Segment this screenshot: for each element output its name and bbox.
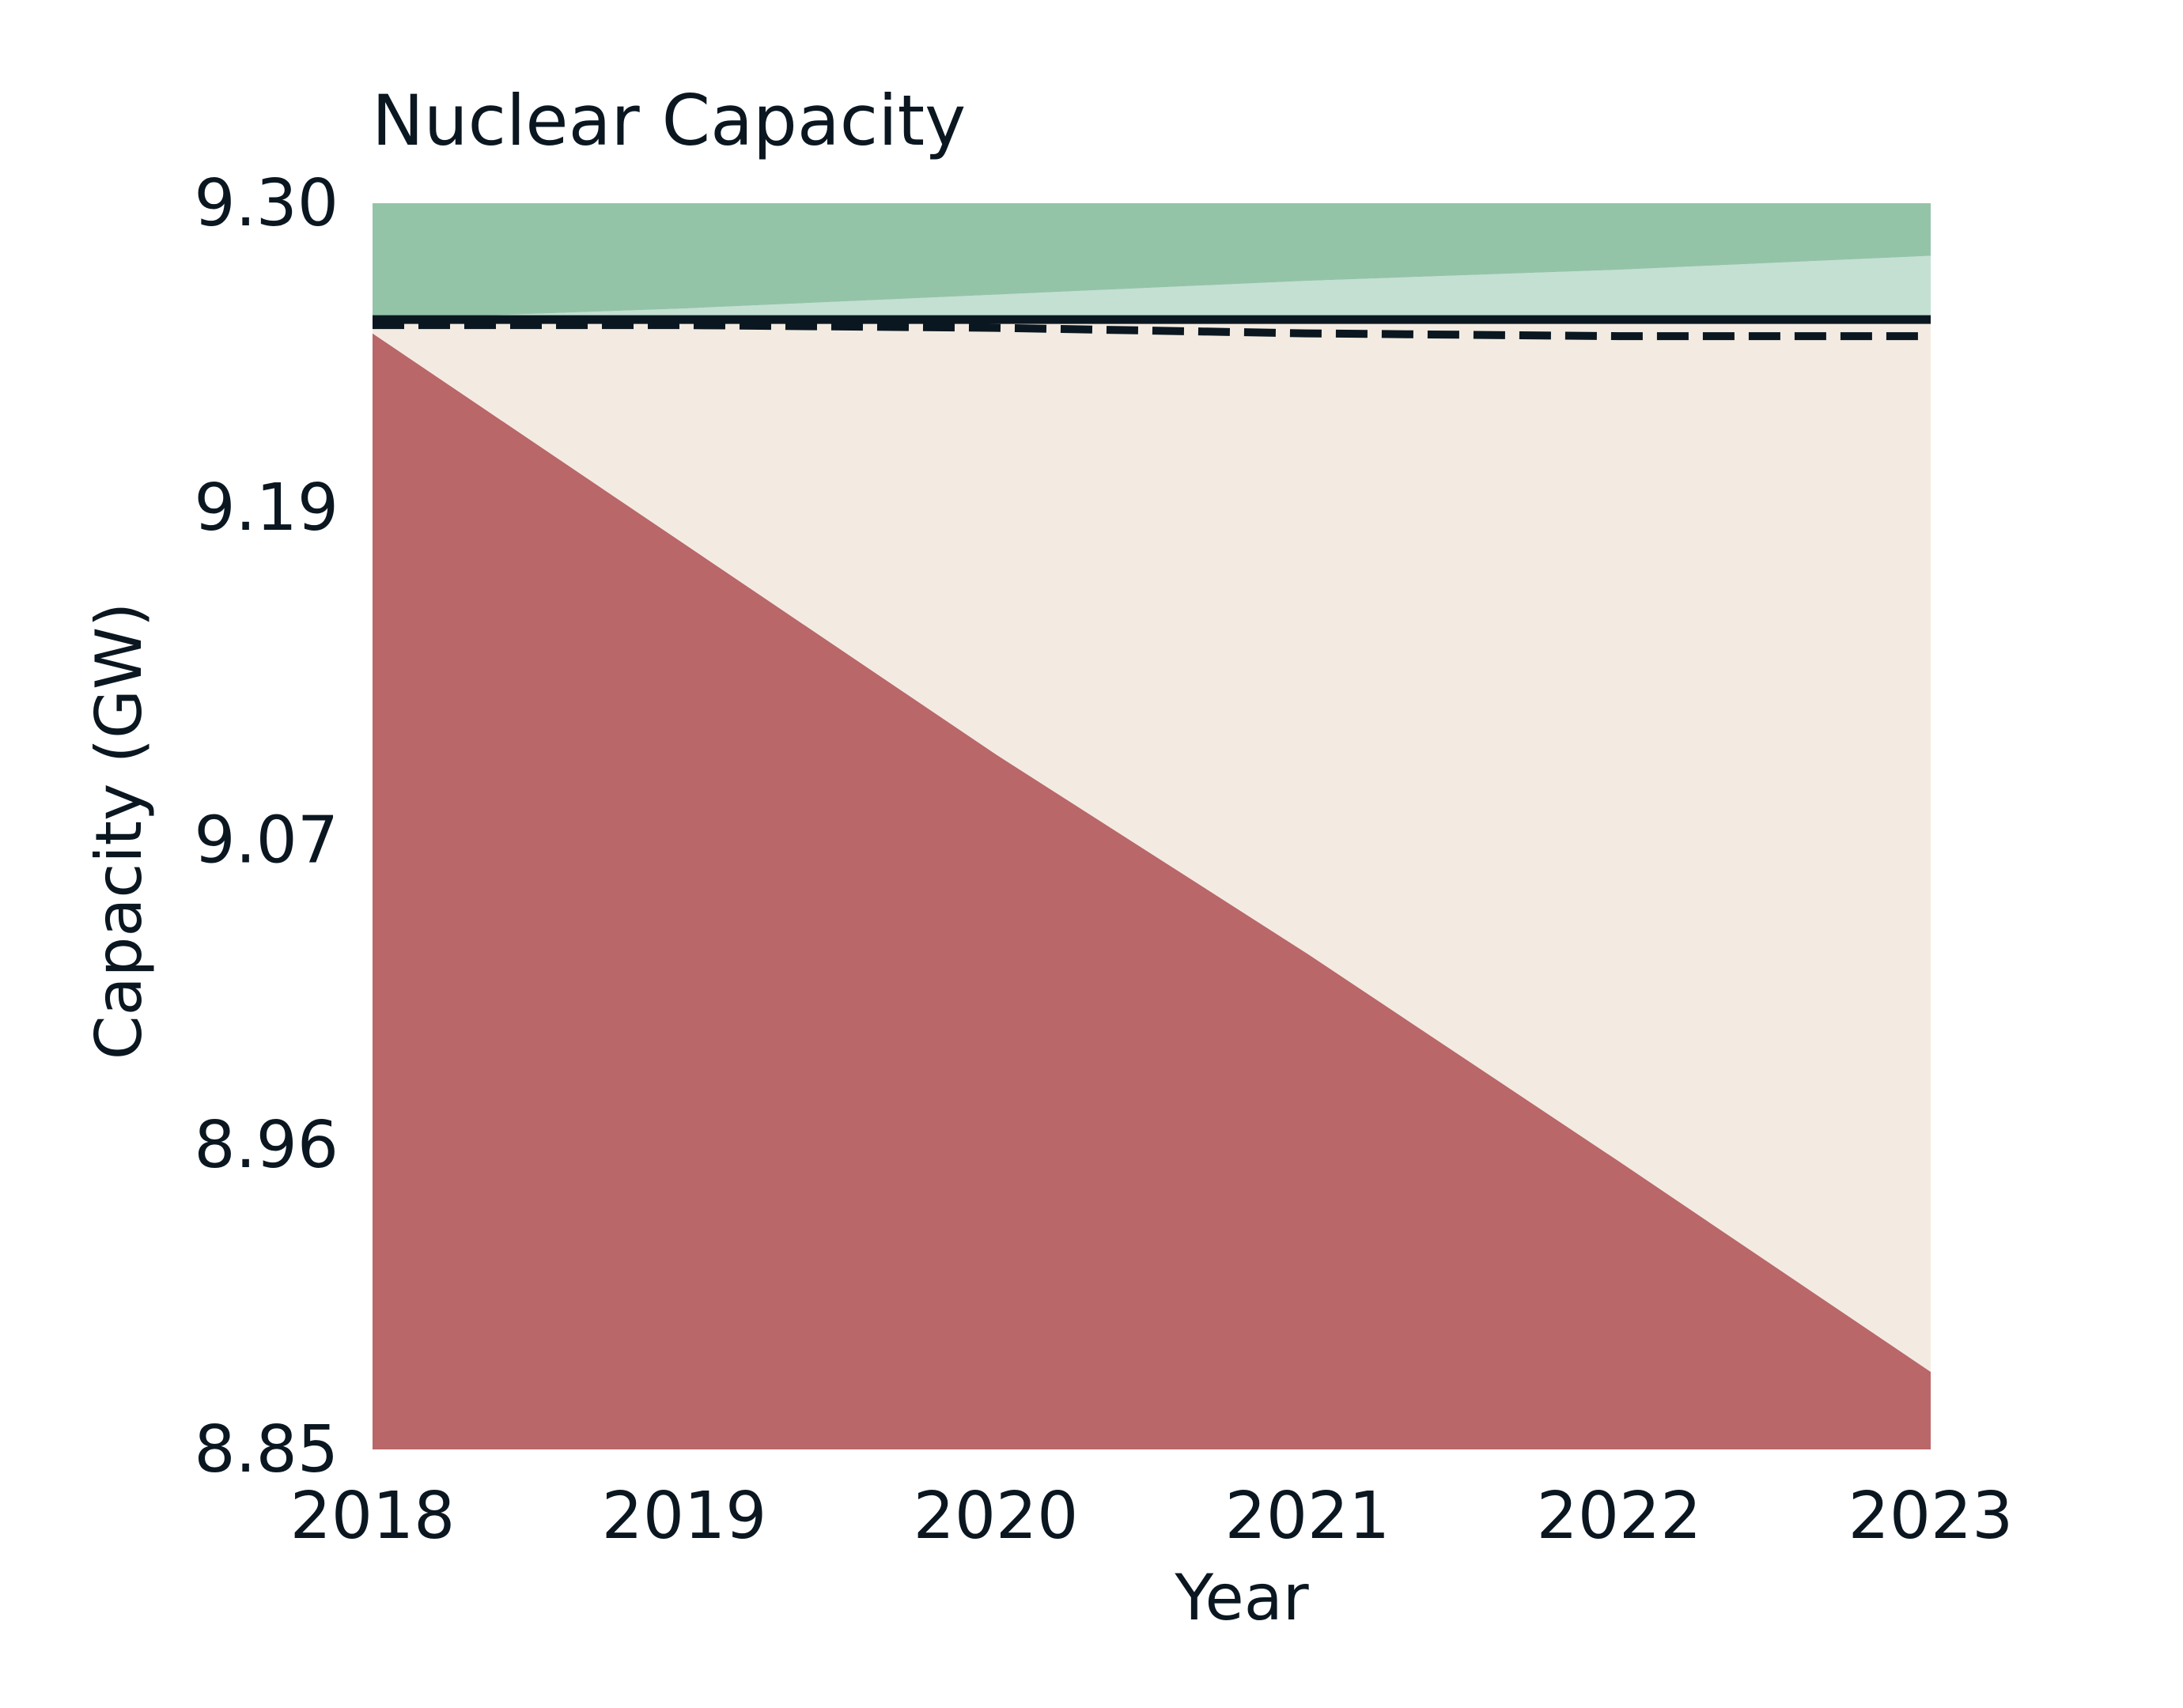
y-tick-label: 8.96 xyxy=(194,1108,339,1183)
series-lines xyxy=(373,315,1931,341)
area-existing xyxy=(373,319,1931,1372)
x-tick-label: 2019 xyxy=(602,1479,767,1554)
area-layers xyxy=(373,203,1931,1450)
area-light-band xyxy=(373,255,1931,320)
y-tick-label: 8.85 xyxy=(194,1412,339,1487)
series-line-dashed xyxy=(373,321,1931,341)
y-axis-label: Capacity (GW) xyxy=(82,603,156,1060)
chart-title: Nuclear Capacity xyxy=(372,80,966,161)
y-tick-label: 9.30 xyxy=(194,166,339,241)
x-tick-label: 2022 xyxy=(1537,1479,1702,1554)
y-tick-label: 9.07 xyxy=(194,803,339,879)
x-tick-label: 2023 xyxy=(1848,1479,2014,1554)
y-axis-ticks: 9.30 9.19 9.07 8.96 8.85 xyxy=(194,166,339,1487)
x-tick-label: 2021 xyxy=(1225,1479,1390,1554)
x-tick-label: 2018 xyxy=(290,1479,456,1554)
y-tick-label: 9.19 xyxy=(194,470,339,546)
x-axis-ticks: 2018 2019 2020 2021 2022 2023 xyxy=(290,1479,2014,1554)
area-retired xyxy=(373,333,1931,1450)
x-axis-label: Year xyxy=(1174,1561,1308,1634)
area-dark-band xyxy=(373,203,1931,320)
x-tick-label: 2020 xyxy=(914,1479,1079,1554)
